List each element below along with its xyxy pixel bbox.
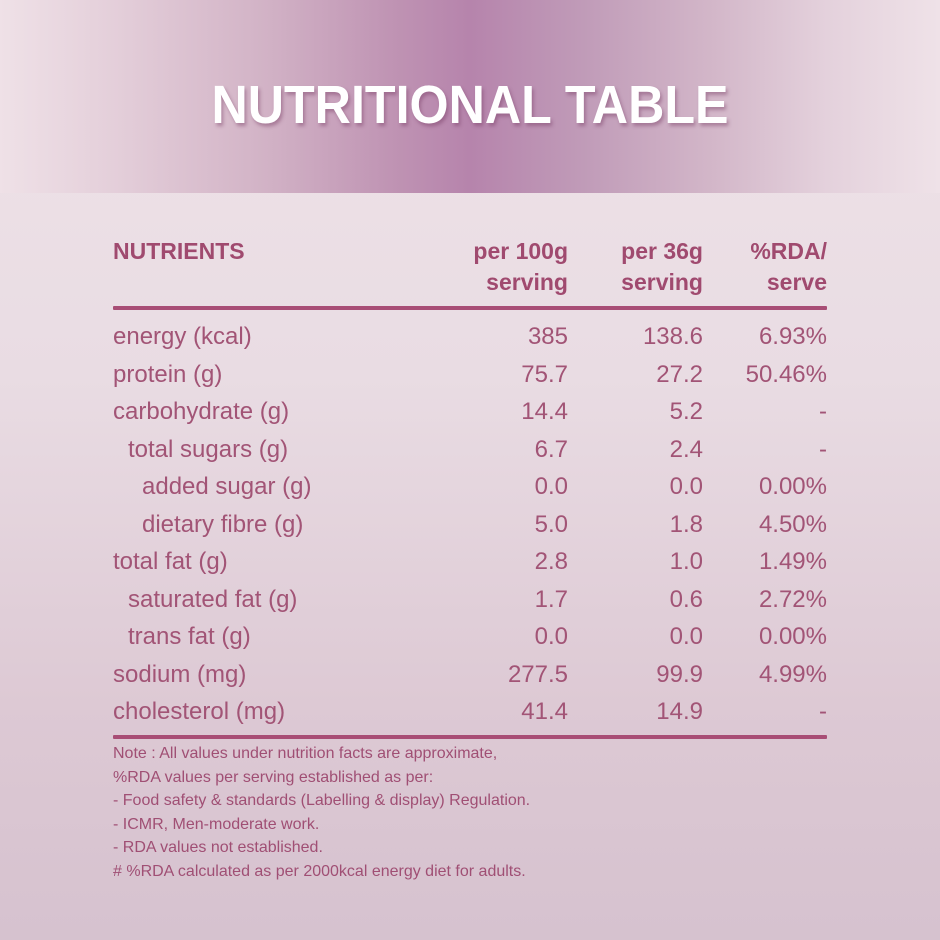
nutrient-name: added sugar (g) [142, 473, 312, 500]
note-line: - RDA values not established. [113, 839, 323, 856]
nutrient-name: saturated fat (g) [128, 585, 298, 613]
value-per-36g: 138.6 [642, 323, 703, 350]
nutrient-name: trans fat (g) [128, 623, 251, 650]
value-rda: - [819, 398, 827, 425]
table-row: protein (g) 75.7 27.2 50.46% [113, 356, 827, 394]
footer-divider [113, 734, 827, 739]
value-rda: 6.93% [758, 323, 827, 350]
nutrient-name: carbohydrate (g) [113, 398, 290, 425]
table-row: cholesterol (mg) 41.4 14.9 - [113, 693, 827, 731]
header-per-36g: per 36g serving [621, 236, 703, 298]
page-title: NUTRITIONAL TABLE [211, 75, 729, 135]
table-row: saturated fat (g) 1.7 0.6 2.72% [113, 581, 827, 619]
value-per-100g: 277.5 [507, 660, 568, 688]
value-per-36g: 0.6 [669, 585, 703, 613]
nutrient-name: dietary fibre (g) [142, 510, 304, 538]
nutrient-name: total sugars (g) [128, 435, 289, 463]
nutrient-name: protein (g) [113, 360, 223, 388]
header-rda-line2: serve [766, 269, 827, 295]
value-per-36g: 0.0 [669, 623, 703, 650]
value-per-100g: 6.7 [534, 435, 568, 463]
note-line: # %RDA calculated as per 2000kcal energy… [113, 862, 526, 880]
value-rda: 4.50% [758, 510, 827, 538]
header-nutrients-line1: NUTRIENTS [113, 238, 245, 264]
table-header: NUTRIENTS per 100g serving per 36g servi… [113, 236, 827, 306]
value-per-100g: 75.7 [521, 360, 568, 388]
value-rda: - [819, 435, 827, 463]
value-per-100g: 41.4 [521, 698, 568, 725]
header-per-100g-line2: serving [486, 269, 568, 295]
nutrient-name: cholesterol (mg) [113, 698, 286, 725]
table-body: energy (kcal) 385 138.6 6.93% protein (g… [113, 310, 827, 731]
value-per-100g: 5.0 [534, 510, 568, 538]
header-per-100g-line1: per 100g [473, 238, 568, 264]
table-row: energy (kcal) 385 138.6 6.93% [113, 318, 827, 356]
table-row: trans fat (g) 0.0 0.0 0.00% [113, 618, 827, 656]
value-per-100g: 14.4 [521, 398, 568, 425]
header-per-36g-line1: per 36g [621, 238, 703, 264]
value-per-36g: 1.8 [669, 510, 703, 538]
nutrition-table: NUTRIENTS per 100g serving per 36g servi… [113, 236, 827, 739]
value-per-100g: 0.0 [534, 623, 568, 650]
value-per-100g: 2.8 [534, 548, 568, 575]
note-line: - ICMR, Men-moderate work. [113, 815, 320, 833]
value-per-36g: 27.2 [656, 360, 703, 388]
value-rda: 0.00% [758, 473, 827, 500]
footnotes: Note : All values under nutrition facts … [113, 742, 530, 883]
value-rda: 4.99% [758, 660, 827, 688]
value-rda: 50.46% [745, 360, 827, 388]
value-per-100g: 0.0 [534, 473, 568, 500]
note-line: Note : All values under nutrition facts … [113, 745, 498, 762]
header-nutrients: NUTRIENTS [113, 236, 245, 267]
header-rda: %RDA/ serve [750, 236, 827, 298]
nutrient-name: total fat (g) [113, 548, 228, 575]
note-line: - Food safety & standards (Labelling & d… [113, 792, 531, 809]
value-per-36g: 99.9 [656, 660, 703, 688]
note-line: %RDA values per serving established as p… [113, 768, 434, 786]
value-per-36g: 1.0 [669, 548, 703, 575]
table-row: dietary fibre (g) 5.0 1.8 4.50% [113, 506, 827, 544]
value-rda: 2.72% [758, 585, 827, 613]
value-per-36g: 2.4 [669, 435, 703, 463]
value-rda: - [819, 698, 827, 725]
nutrient-name: energy (kcal) [113, 323, 252, 350]
value-per-36g: 5.2 [669, 398, 703, 425]
header-divider [113, 306, 827, 310]
value-per-100g: 385 [527, 323, 568, 350]
header-per-36g-line2: serving [621, 269, 703, 295]
value-rda: 0.00% [758, 623, 827, 650]
header-rda-line1: %RDA/ [750, 238, 827, 264]
value-per-100g: 1.7 [534, 585, 568, 613]
table-row: total sugars (g) 6.7 2.4 - [113, 431, 827, 469]
table-row: added sugar (g) 0.0 0.0 0.00% [113, 468, 827, 506]
title-banner: NUTRITIONAL TABLE [0, 0, 940, 193]
table-row: total fat (g) 2.8 1.0 1.49% [113, 543, 827, 581]
value-rda: 1.49% [758, 548, 827, 575]
table-row: carbohydrate (g) 14.4 5.2 - [113, 393, 827, 431]
header-per-100g: per 100g serving [473, 236, 568, 298]
value-per-36g: 0.0 [669, 473, 703, 500]
value-per-36g: 14.9 [656, 698, 703, 725]
nutrient-name: sodium (mg) [113, 660, 247, 688]
table-row: sodium (mg) 277.5 99.9 4.99% [113, 656, 827, 694]
